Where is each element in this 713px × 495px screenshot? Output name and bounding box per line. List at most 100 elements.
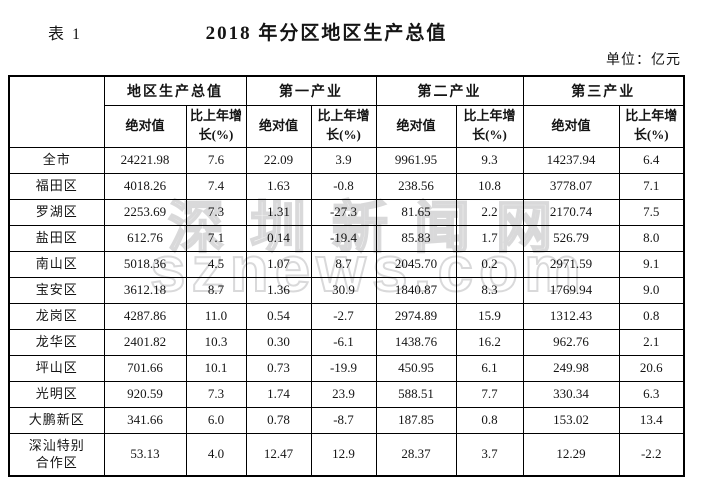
subheader-primary-absolute: 绝对值 xyxy=(245,104,312,148)
cell-tertiary-absolute: 153.02 xyxy=(522,406,620,434)
subheader-gdp-absolute: 绝对值 xyxy=(103,104,187,148)
cell-primary-absolute: 1.63 xyxy=(245,172,312,200)
region-cell: 龙华区 xyxy=(8,328,105,356)
cell-tertiary-absolute: 962.76 xyxy=(522,328,620,356)
subheader-gdp-growth: 比上年增 长(%) xyxy=(185,104,247,148)
cell-primary-growth: -2.7 xyxy=(310,302,377,330)
unit-note: 单位：亿元 xyxy=(606,53,681,68)
table-row: 光明区 920.59 7.3 1.74 23.9 588.51 7.7 330.34 6.3 xyxy=(8,380,685,408)
cell-tertiary-absolute: 14237.94 xyxy=(522,146,620,174)
cell-gdp-absolute: 920.59 xyxy=(103,380,187,408)
table-row: 龙华区 2401.82 10.3 0.30 -6.1 1438.76 16.2 962.76 2… xyxy=(8,328,685,356)
cell-tertiary-growth: 9.1 xyxy=(618,250,685,278)
cell-tertiary-absolute: 526.79 xyxy=(522,224,620,252)
cell-tertiary-growth: 8.0 xyxy=(618,224,685,252)
cell-primary-absolute: 22.09 xyxy=(245,146,312,174)
table-row: 福田区 4018.26 7.4 1.63 -0.8 238.56 10.8 3778.07 7.… xyxy=(8,172,685,200)
region-cell: 光明区 xyxy=(8,380,105,408)
group-header-gdp: 地区生产总值 xyxy=(103,75,247,106)
cell-secondary-absolute: 588.51 xyxy=(375,380,457,408)
cell-primary-absolute: 0.30 xyxy=(245,328,312,356)
cell-secondary-growth: 2.2 xyxy=(455,198,524,226)
cell-gdp-absolute: 2253.69 xyxy=(103,198,187,226)
cell-gdp-absolute: 4287.86 xyxy=(103,302,187,330)
region-cell: 大鹏新区 xyxy=(8,406,105,434)
cell-tertiary-absolute: 2971.59 xyxy=(522,250,620,278)
cell-gdp-absolute: 53.13 xyxy=(103,432,187,477)
cell-gdp-absolute: 701.66 xyxy=(103,354,187,382)
cell-secondary-growth: 7.7 xyxy=(455,380,524,408)
cell-gdp-growth: 7.1 xyxy=(185,224,247,252)
region-cell: 罗湖区 xyxy=(8,198,105,226)
subheader-secondary-growth: 比上年增 长(%) xyxy=(455,104,524,148)
cell-secondary-absolute: 238.56 xyxy=(375,172,457,200)
cell-primary-growth: 23.9 xyxy=(310,380,377,408)
cell-primary-absolute: 0.78 xyxy=(245,406,312,434)
cell-primary-growth: 3.9 xyxy=(310,146,377,174)
cell-gdp-absolute: 5018.36 xyxy=(103,250,187,278)
cell-secondary-absolute: 187.85 xyxy=(375,406,457,434)
cell-secondary-growth: 9.3 xyxy=(455,146,524,174)
subheader-tertiary-absolute: 绝对值 xyxy=(522,104,620,148)
table-row: 全市 24221.98 7.6 22.09 3.9 9961.95 9.3 14237.94 6… xyxy=(8,146,685,174)
cell-tertiary-absolute: 1769.94 xyxy=(522,276,620,304)
cell-secondary-absolute: 28.37 xyxy=(375,432,457,477)
cell-secondary-absolute: 2974.89 xyxy=(375,302,457,330)
cell-secondary-growth: 0.8 xyxy=(455,406,524,434)
cell-secondary-growth: 15.9 xyxy=(455,302,524,330)
cell-gdp-growth: 11.0 xyxy=(185,302,247,330)
table-number-label: 表 1 xyxy=(48,26,83,43)
cell-tertiary-growth: -2.2 xyxy=(618,432,685,477)
cell-tertiary-growth: 6.4 xyxy=(618,146,685,174)
cell-tertiary-absolute: 3778.07 xyxy=(522,172,620,200)
cell-primary-growth: -6.1 xyxy=(310,328,377,356)
cell-tertiary-growth: 20.6 xyxy=(618,354,685,382)
cell-secondary-absolute: 450.95 xyxy=(375,354,457,382)
region-cell: 深汕特别 合作区 xyxy=(8,432,105,477)
cell-gdp-growth: 6.0 xyxy=(185,406,247,434)
cell-tertiary-growth: 2.1 xyxy=(618,328,685,356)
page-title: 2018 年分区地区生产总值 xyxy=(205,23,448,44)
cell-gdp-growth: 7.3 xyxy=(185,198,247,226)
cell-gdp-growth: 8.7 xyxy=(185,276,247,304)
cell-secondary-absolute: 81.65 xyxy=(375,198,457,226)
cell-secondary-absolute: 1840.87 xyxy=(375,276,457,304)
cell-primary-growth: -8.7 xyxy=(310,406,377,434)
cell-gdp-absolute: 612.76 xyxy=(103,224,187,252)
cell-primary-growth: -27.3 xyxy=(310,198,377,226)
table-row: 龙岗区 4287.86 11.0 0.54 -2.7 2974.89 15.9 1312.43… xyxy=(8,302,685,330)
cell-tertiary-absolute: 2170.74 xyxy=(522,198,620,226)
cell-secondary-growth: 3.7 xyxy=(455,432,524,477)
region-cell: 全市 xyxy=(8,146,105,174)
cell-primary-growth: -19.4 xyxy=(310,224,377,252)
region-cell: 宝安区 xyxy=(8,276,105,304)
cell-tertiary-growth: 7.5 xyxy=(618,198,685,226)
cell-secondary-absolute: 9961.95 xyxy=(375,146,457,174)
cell-primary-absolute: 1.36 xyxy=(245,276,312,304)
cell-primary-absolute: 0.14 xyxy=(245,224,312,252)
cell-primary-absolute: 1.74 xyxy=(245,380,312,408)
cell-tertiary-absolute: 1312.43 xyxy=(522,302,620,330)
cell-tertiary-growth: 7.1 xyxy=(618,172,685,200)
cell-primary-absolute: 0.54 xyxy=(245,302,312,330)
cell-gdp-absolute: 3612.18 xyxy=(103,276,187,304)
table-row: 盐田区 612.76 7.1 0.14 -19.4 85.83 1.7 526.79 8.0 xyxy=(8,224,685,252)
cell-gdp-growth: 4.0 xyxy=(185,432,247,477)
cell-tertiary-growth: 6.3 xyxy=(618,380,685,408)
cell-primary-growth: 12.9 xyxy=(310,432,377,477)
region-cell: 南山区 xyxy=(8,250,105,278)
region-cell: 龙岗区 xyxy=(8,302,105,330)
cell-secondary-growth: 16.2 xyxy=(455,328,524,356)
cell-gdp-growth: 10.1 xyxy=(185,354,247,382)
cell-tertiary-growth: 9.0 xyxy=(618,276,685,304)
region-cell: 福田区 xyxy=(8,172,105,200)
cell-tertiary-growth: 13.4 xyxy=(618,406,685,434)
table-row: 罗湖区 2253.69 7.3 1.31 -27.3 81.65 2.2 2170.74 7.5 xyxy=(8,198,685,226)
cell-tertiary-absolute: 330.34 xyxy=(522,380,620,408)
region-cell: 坪山区 xyxy=(8,354,105,382)
cell-primary-absolute: 1.31 xyxy=(245,198,312,226)
cell-secondary-absolute: 2045.70 xyxy=(375,250,457,278)
cell-primary-absolute: 0.73 xyxy=(245,354,312,382)
cell-primary-absolute: 1.07 xyxy=(245,250,312,278)
